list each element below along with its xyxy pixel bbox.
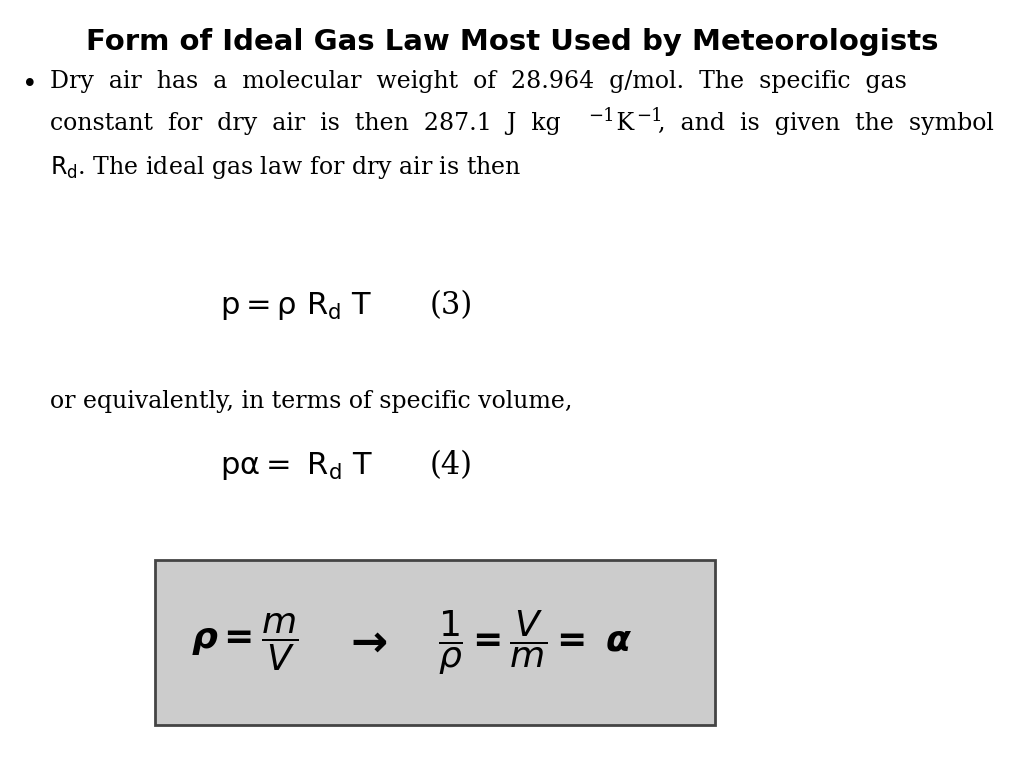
Bar: [155, 560, 715, 725]
Text: $\boldsymbol{\rightarrow}$: $\boldsymbol{\rightarrow}$: [342, 621, 388, 664]
Text: −1: −1: [636, 107, 663, 125]
Text: (3): (3): [430, 290, 473, 321]
Text: (4): (4): [430, 450, 473, 481]
Text: K: K: [609, 112, 634, 135]
Text: or equivalently, in terms of specific volume,: or equivalently, in terms of specific vo…: [50, 390, 572, 413]
Text: constant  for  dry  air  is  then  287.1  J  kg: constant for dry air is then 287.1 J kg: [50, 112, 561, 135]
Text: $\boldsymbol{\dfrac{1}{\rho} = \dfrac{V}{m} =\ \alpha}$: $\boldsymbol{\dfrac{1}{\rho} = \dfrac{V}…: [437, 608, 632, 677]
Text: $\mathrm{R_d}$. The ideal gas law for dry air is then: $\mathrm{R_d}$. The ideal gas law for dr…: [50, 154, 521, 181]
Text: •: •: [22, 72, 38, 98]
Text: Dry  air  has  a  molecular  weight  of  28.964  g/mol.  The  specific  gas: Dry air has a molecular weight of 28.964…: [50, 70, 907, 93]
Text: −1: −1: [588, 107, 614, 125]
Text: ,  and  is  given  the  symbol: , and is given the symbol: [658, 112, 994, 135]
Text: $\mathrm{p{=}\rho\ R_d\ T}$: $\mathrm{p{=}\rho\ R_d\ T}$: [220, 290, 373, 322]
Text: $\boldsymbol{\rho = \dfrac{m}{V}}$: $\boldsymbol{\rho = \dfrac{m}{V}}$: [191, 612, 299, 673]
Text: Form of Ideal Gas Law Most Used by Meteorologists: Form of Ideal Gas Law Most Used by Meteo…: [86, 28, 938, 56]
Text: $\mathrm{p\alpha{=}\ R_d\ T}$: $\mathrm{p\alpha{=}\ R_d\ T}$: [220, 450, 373, 482]
